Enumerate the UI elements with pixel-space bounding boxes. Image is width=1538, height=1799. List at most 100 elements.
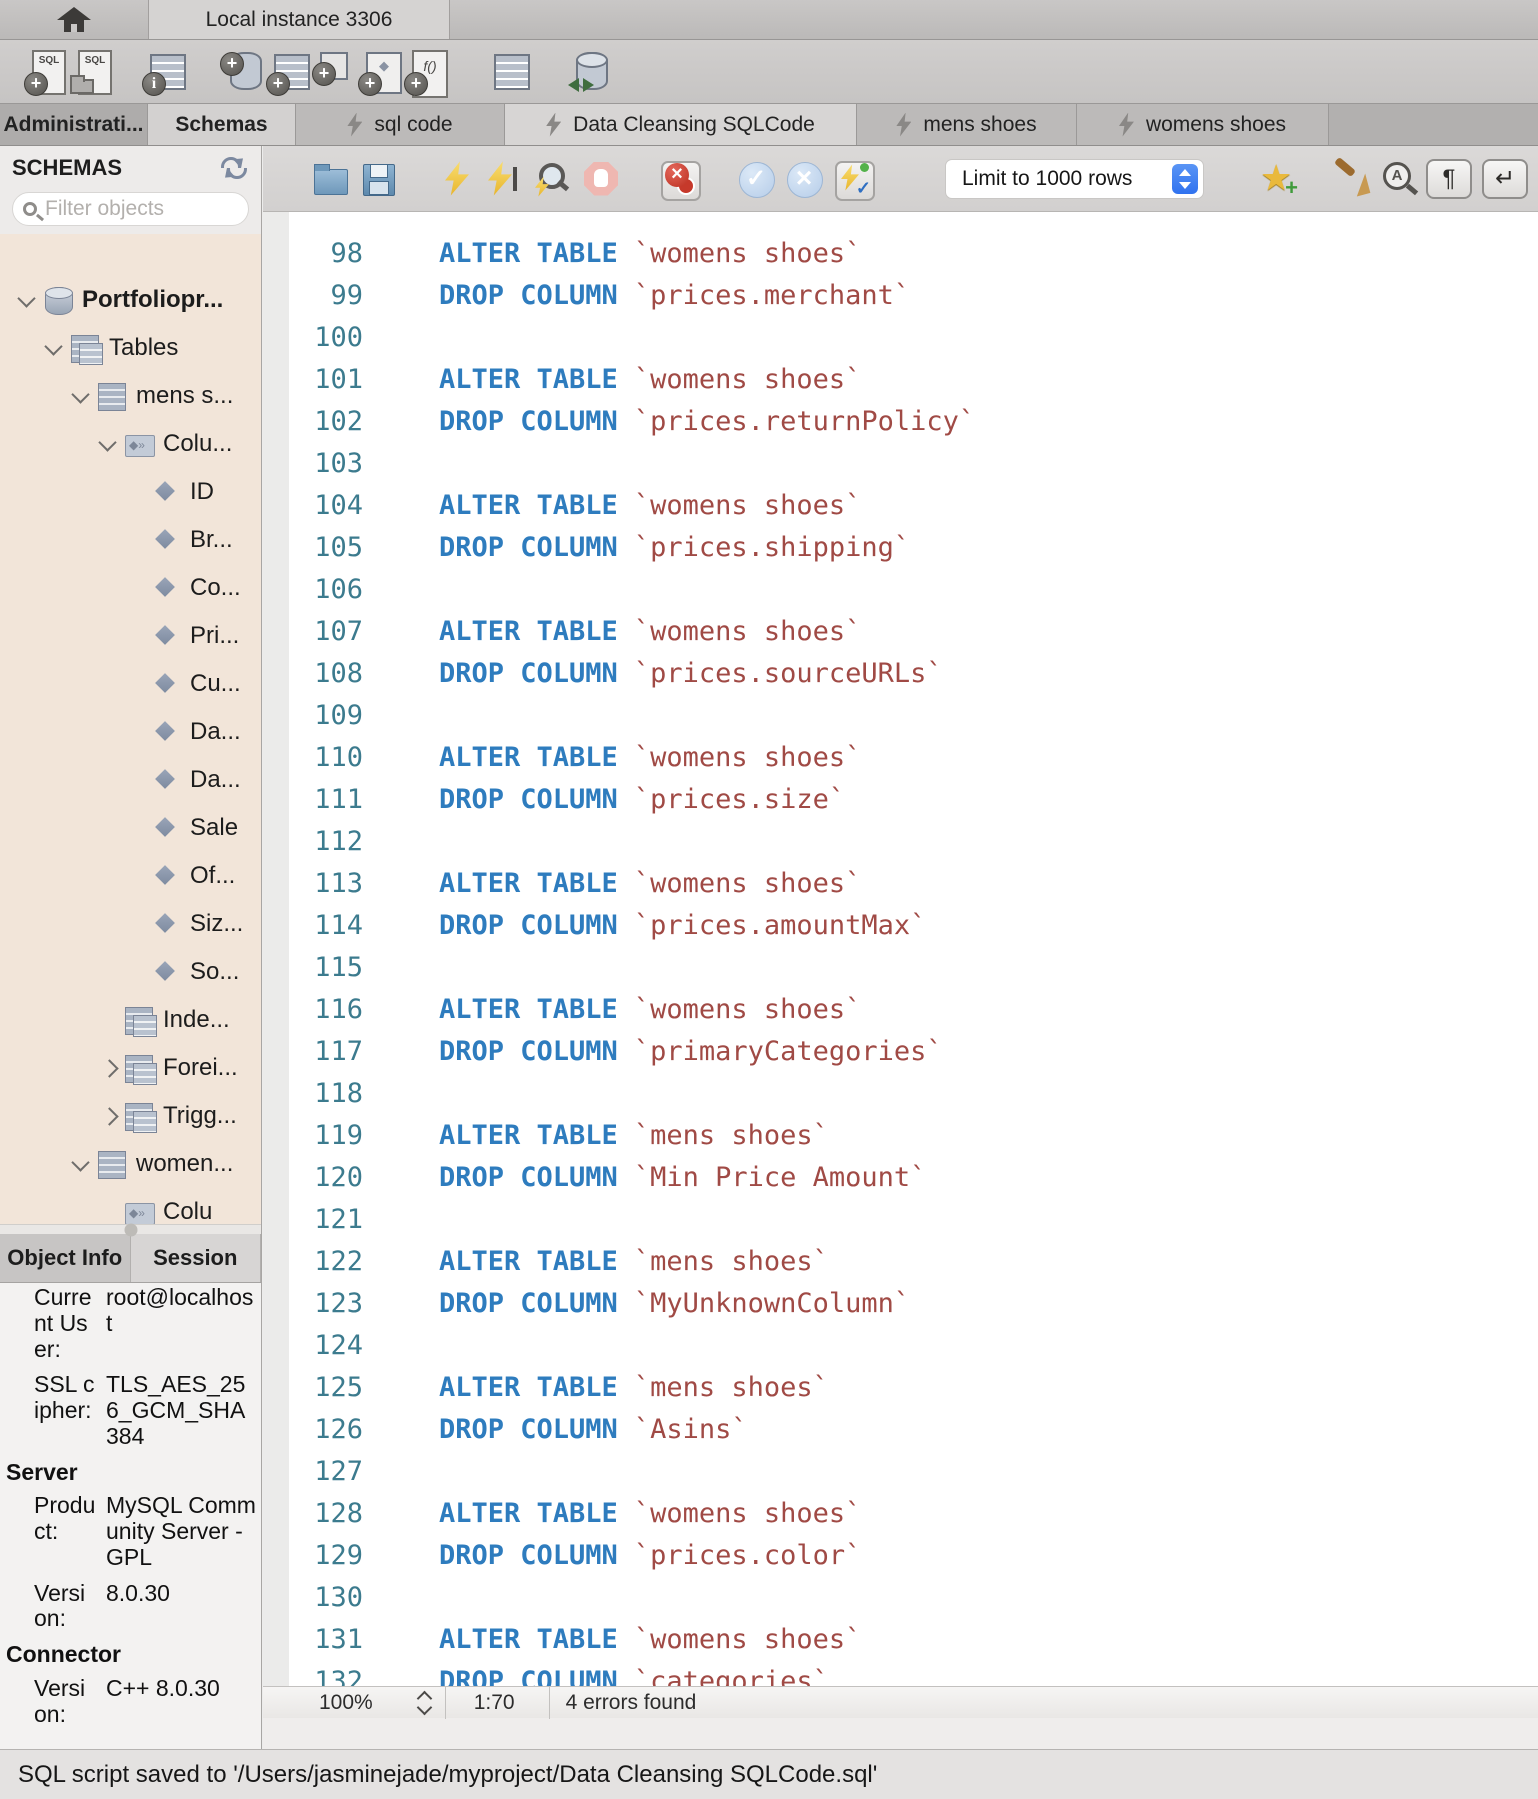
schemas-header: SCHEMAS bbox=[0, 146, 261, 190]
tree-item[interactable]: mens s... bbox=[0, 372, 261, 420]
editor-gap bbox=[263, 1718, 1538, 1749]
expander-icon[interactable] bbox=[68, 386, 96, 406]
tab-object-info[interactable]: Object Info bbox=[0, 1234, 131, 1282]
reconnect-dbms-icon[interactable] bbox=[566, 48, 612, 96]
tree-item[interactable]: Da... bbox=[0, 708, 261, 756]
tab-session[interactable]: Session bbox=[130, 1234, 261, 1282]
expander-icon[interactable] bbox=[122, 770, 150, 790]
filter-input[interactable]: Filter objects bbox=[12, 192, 249, 226]
expander-icon[interactable] bbox=[95, 434, 123, 454]
line-number: 130 bbox=[314, 1581, 363, 1613]
tree-item[interactable]: So... bbox=[0, 948, 261, 996]
tree-item[interactable]: Br... bbox=[0, 516, 261, 564]
beautify-icon[interactable] bbox=[1330, 159, 1370, 199]
expander-icon[interactable] bbox=[68, 1154, 96, 1174]
toggle-invisibles-button[interactable]: ¶ bbox=[1426, 158, 1472, 199]
create-function-icon[interactable] bbox=[404, 48, 450, 98]
tree-item[interactable]: Cu... bbox=[0, 660, 261, 708]
schema-inspector-icon[interactable] bbox=[142, 48, 188, 96]
expander-icon[interactable] bbox=[122, 530, 150, 550]
sql-keyword: ALTER TABLE bbox=[439, 993, 618, 1025]
refresh-schemas-icon[interactable] bbox=[221, 157, 247, 179]
tree-item[interactable]: Portfoliopr... bbox=[0, 276, 261, 324]
home-tab[interactable] bbox=[0, 0, 148, 39]
tree-item[interactable]: Da... bbox=[0, 756, 261, 804]
expander-icon[interactable] bbox=[122, 914, 150, 934]
execute-icon[interactable] bbox=[437, 159, 477, 199]
expander-icon[interactable] bbox=[95, 1202, 123, 1222]
save-snippet-icon[interactable] bbox=[1260, 157, 1300, 201]
expander-icon[interactable] bbox=[122, 722, 150, 742]
error-count: 4 errors found bbox=[565, 1690, 697, 1714]
zoom-stepper-icon[interactable] bbox=[417, 1691, 433, 1715]
tab-schemas[interactable]: Schemas bbox=[148, 104, 296, 145]
tree-item[interactable]: ID bbox=[0, 468, 261, 516]
create-schema-icon[interactable] bbox=[220, 48, 266, 96]
expander-icon[interactable] bbox=[14, 290, 42, 310]
tree-item[interactable]: women... bbox=[0, 1140, 261, 1188]
tree-item[interactable]: Forei... bbox=[0, 1044, 261, 1092]
panel-splitter[interactable] bbox=[0, 1224, 261, 1234]
tab-administration[interactable]: Administrati... bbox=[0, 104, 148, 145]
tree-item[interactable]: Of... bbox=[0, 852, 261, 900]
info-tabs: Object Info Session bbox=[0, 1234, 261, 1283]
tree-item-label: Cu... bbox=[190, 670, 241, 697]
session-row-label: Product: bbox=[34, 1492, 96, 1544]
expander-icon[interactable] bbox=[122, 578, 150, 598]
explain-icon[interactable] bbox=[533, 159, 573, 199]
tree-item[interactable]: Trigg... bbox=[0, 1092, 261, 1140]
tree-item-icon bbox=[123, 1101, 159, 1133]
commit-icon[interactable] bbox=[737, 159, 777, 199]
lightning-icon bbox=[896, 112, 912, 137]
expander-icon[interactable] bbox=[122, 962, 150, 982]
line-number: 103 bbox=[314, 447, 363, 479]
tree-item[interactable]: Colu bbox=[0, 1188, 261, 1224]
connection-tab[interactable]: Local instance 3306 bbox=[148, 0, 450, 39]
stop-icon[interactable] bbox=[581, 159, 621, 199]
tree-item-icon bbox=[150, 909, 186, 939]
tree-item[interactable]: Sale bbox=[0, 804, 261, 852]
open-sql-script-icon[interactable] bbox=[70, 48, 116, 96]
tree-item[interactable]: Pri... bbox=[0, 612, 261, 660]
code-line: 119 ALTER TABLE `mens shoes` bbox=[263, 1114, 1538, 1156]
tree-item[interactable]: Colu... bbox=[0, 420, 261, 468]
tree-item[interactable]: Siz... bbox=[0, 900, 261, 948]
create-table-icon[interactable] bbox=[266, 48, 312, 96]
stop-on-error-icon[interactable] bbox=[659, 159, 701, 201]
new-sql-tab-icon[interactable] bbox=[24, 48, 70, 96]
sql-keyword: ALTER TABLE bbox=[439, 363, 618, 395]
tree-item-icon bbox=[123, 1053, 159, 1085]
execute-current-icon[interactable] bbox=[485, 159, 525, 199]
line-number: 99 bbox=[330, 279, 363, 311]
tab-womens-shoes[interactable]: womens shoes bbox=[1077, 104, 1329, 145]
search-table-data-icon[interactable] bbox=[486, 48, 532, 96]
expander-icon[interactable] bbox=[122, 626, 150, 646]
expander-icon[interactable] bbox=[122, 674, 150, 694]
code-line: 104 ALTER TABLE `womens shoes` bbox=[263, 484, 1538, 526]
open-script-icon[interactable] bbox=[311, 159, 351, 199]
zoom-level[interactable]: 100% bbox=[319, 1690, 373, 1714]
expander-icon[interactable] bbox=[122, 482, 150, 502]
expander-icon[interactable] bbox=[122, 818, 150, 838]
expander-icon[interactable] bbox=[95, 1058, 123, 1078]
tab-data-cleansing-sqlcode[interactable]: Data Cleansing SQLCode bbox=[505, 104, 857, 145]
rollback-icon[interactable] bbox=[785, 159, 825, 199]
session-row-value: C++ 8.0.30 bbox=[106, 1674, 220, 1701]
tree-item[interactable]: Inde... bbox=[0, 996, 261, 1044]
expander-icon[interactable] bbox=[41, 338, 69, 358]
create-view-icon[interactable] bbox=[312, 48, 358, 96]
save-script-icon[interactable] bbox=[359, 159, 399, 199]
expander-icon[interactable] bbox=[122, 866, 150, 886]
tree-item[interactable]: Co... bbox=[0, 564, 261, 612]
tab-mens-shoes[interactable]: mens shoes bbox=[857, 104, 1077, 145]
toggle-wrap-button[interactable]: ↵ bbox=[1482, 158, 1528, 199]
tree-item[interactable]: Tables bbox=[0, 324, 261, 372]
autocommit-icon[interactable] bbox=[833, 159, 875, 201]
code-area[interactable]: 98 ALTER TABLE `womens shoes` 99 DROP CO… bbox=[263, 212, 1538, 1686]
limit-rows-dropdown[interactable]: Limit to 1000 rows bbox=[945, 158, 1204, 199]
create-procedure-icon[interactable] bbox=[358, 48, 404, 96]
expander-icon[interactable] bbox=[95, 1106, 123, 1126]
expander-icon[interactable] bbox=[95, 1010, 123, 1030]
tab-sql-code[interactable]: sql code bbox=[296, 104, 505, 145]
find-icon[interactable] bbox=[1378, 159, 1418, 199]
